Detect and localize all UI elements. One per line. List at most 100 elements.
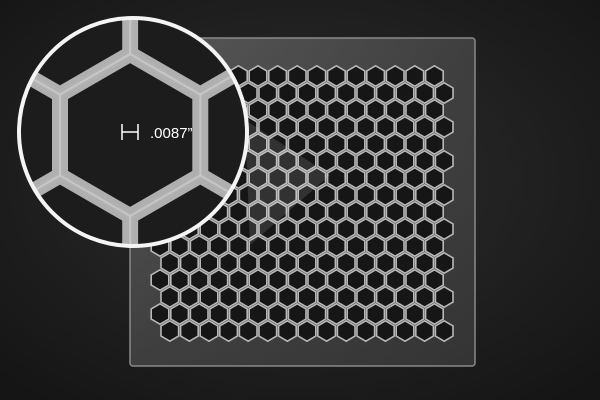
hex-hole [434, 319, 454, 343]
hex-hole [424, 234, 445, 258]
hex-hole [356, 115, 376, 139]
hex-hole [424, 132, 445, 156]
hex-hole [219, 319, 239, 343]
hex-hole [414, 319, 435, 343]
hex-hole [385, 98, 405, 122]
hex-hole [395, 319, 415, 343]
hex-hole [287, 64, 307, 88]
hex-hole [365, 64, 386, 88]
hex-hole [219, 251, 239, 275]
hex-hole [170, 268, 190, 292]
hex-hole [375, 149, 396, 173]
hex-hole [395, 81, 415, 105]
hex-hole [385, 268, 405, 292]
hex-hole [395, 115, 415, 139]
hex-hole [336, 251, 356, 275]
hex-hole [258, 251, 278, 275]
hex-hole [346, 166, 366, 190]
hex-hole [248, 98, 268, 122]
hex-hole [248, 268, 268, 292]
hex-hole [258, 217, 278, 241]
hex-hole [346, 200, 366, 224]
hex-hole [297, 217, 317, 241]
hex-hole [414, 81, 435, 105]
hex-hole [189, 302, 209, 326]
hex-hole [405, 166, 425, 190]
hex-hole [277, 285, 298, 309]
hex-hole [258, 81, 278, 105]
hex-hole [316, 319, 337, 343]
hex-hole [189, 268, 209, 292]
hex-hole [238, 285, 258, 309]
hex-hole [316, 183, 337, 207]
hex-hole [414, 149, 435, 173]
hex-hole [326, 132, 347, 156]
hex-hole [395, 217, 415, 241]
hex-hole [346, 302, 366, 326]
hex-hole [405, 302, 425, 326]
hex-hole [414, 115, 435, 139]
hex-hole [228, 234, 248, 258]
hex-hole [219, 285, 239, 309]
hex-hole [307, 200, 327, 224]
hex-hole [326, 268, 347, 292]
hex-hole [287, 268, 307, 292]
hex-hole [434, 251, 454, 275]
hex-hole [297, 251, 317, 275]
hex-hole [248, 64, 268, 88]
hex-hole [375, 183, 396, 207]
hex-hole [150, 302, 170, 326]
hex-hole [160, 319, 180, 343]
hex-hole [365, 166, 386, 190]
hex-hole [405, 64, 425, 88]
hex-hole [326, 302, 347, 326]
hex-hole [405, 234, 425, 258]
hex-hole [356, 285, 376, 309]
hex-hole [287, 302, 307, 326]
hex-hole [326, 234, 347, 258]
hex-hole [267, 98, 288, 122]
hex-hole [316, 251, 337, 275]
hex-hole [316, 149, 337, 173]
hex-hole [179, 319, 199, 343]
hex-hole [316, 285, 337, 309]
hex-hole [405, 98, 425, 122]
hex-hole [375, 217, 396, 241]
hex-hole [375, 115, 396, 139]
hex-hole [336, 285, 356, 309]
hex-hole [346, 132, 366, 156]
hex-hole [170, 302, 190, 326]
hex-hole [297, 285, 317, 309]
hex-hole [287, 200, 307, 224]
hex-hole [375, 319, 396, 343]
hex-hole [267, 302, 288, 326]
hex-hole [209, 302, 229, 326]
hex-hole [365, 98, 386, 122]
hex-hole [356, 319, 376, 343]
hex-hole [287, 132, 307, 156]
hex-hole [434, 81, 454, 105]
hex-hole [219, 217, 239, 241]
hex-hole [336, 81, 356, 105]
hex-hole [434, 217, 454, 241]
hex-hole [287, 166, 307, 190]
hex-hole [248, 302, 268, 326]
hex-hole [336, 115, 356, 139]
hex-hole [405, 200, 425, 224]
hex-hole [434, 183, 454, 207]
hex-hole [434, 285, 454, 309]
hex-hole [277, 183, 298, 207]
dimension-marker [121, 124, 139, 140]
hex-hole [287, 98, 307, 122]
hex-hole [297, 81, 317, 105]
hex-hole [238, 319, 258, 343]
hex-hole [277, 319, 298, 343]
hex-hole [238, 217, 258, 241]
hex-hole [277, 149, 298, 173]
hex-hole [228, 268, 248, 292]
hex-hole [336, 217, 356, 241]
hex-hole [414, 217, 435, 241]
hex-hole [199, 285, 219, 309]
hex-hole [267, 132, 288, 156]
